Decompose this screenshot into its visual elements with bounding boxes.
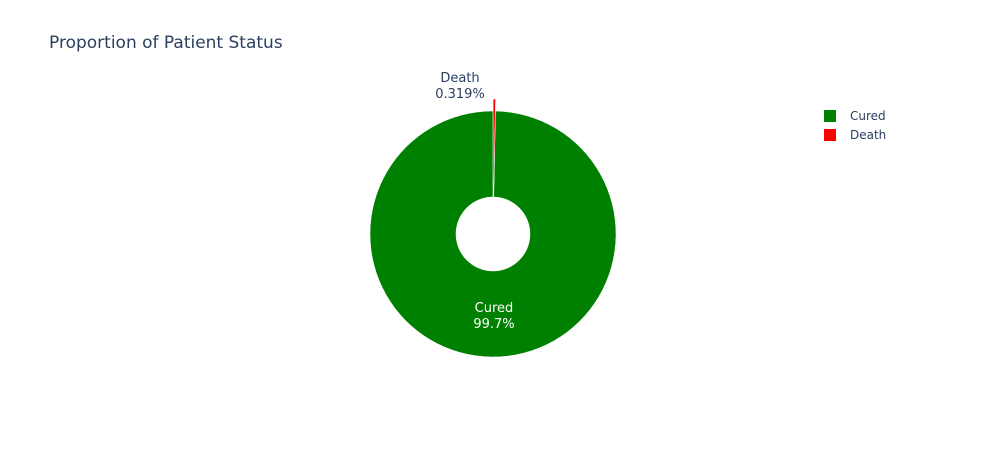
slice-death[interactable] [492,98,496,186]
slice-label-cured: Cured [475,301,514,316]
legend-item-cured[interactable]: Cured [824,106,886,125]
legend-swatch-cured [824,109,836,122]
legend-label-cured: Cured [850,108,886,123]
chart-title: Proportion of Patient Status [49,33,283,53]
legend-label-death: Death [850,127,887,142]
slices-group [369,98,617,358]
slice-cured[interactable] [369,110,617,358]
legend: Cured Death [824,106,886,144]
legend-item-death[interactable]: Death [824,125,886,144]
slice-label-death: Death [440,71,479,86]
legend-swatch-death [824,128,836,141]
slice-percent-death: 0.319% [435,87,485,102]
slice-percent-cured: 99.7% [473,317,514,332]
